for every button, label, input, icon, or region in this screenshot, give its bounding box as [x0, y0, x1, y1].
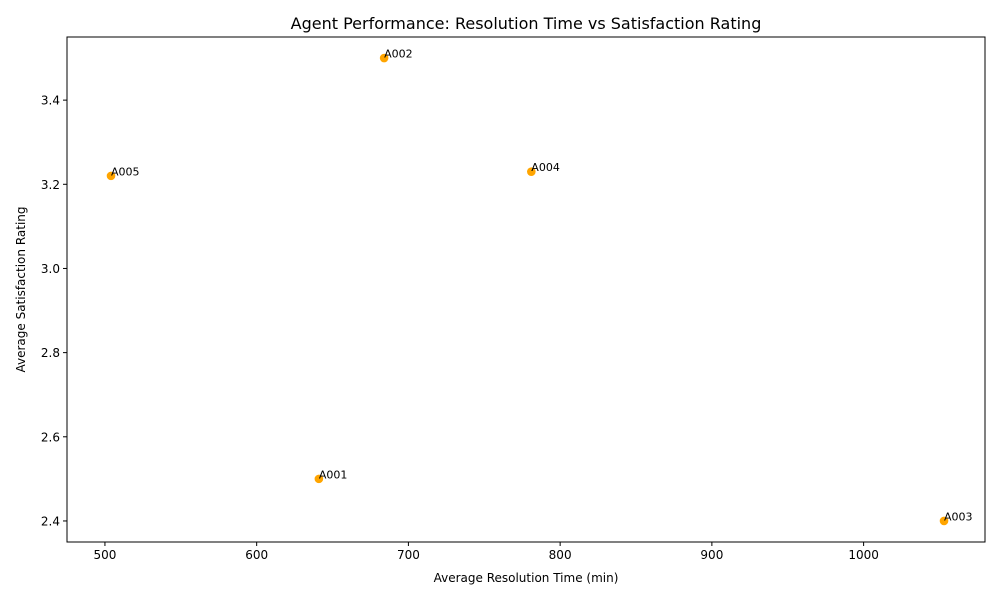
- x-tick-label: 1000: [848, 548, 879, 562]
- x-tick-label: 900: [700, 548, 723, 562]
- y-tick-label: 3.2: [41, 178, 60, 192]
- point-label-a001: A001: [319, 468, 348, 481]
- y-tick-label: 2.6: [41, 430, 60, 444]
- y-tick-label: 2.8: [41, 346, 60, 360]
- x-tick-label: 700: [397, 548, 420, 562]
- y-tick-label: 3.0: [41, 262, 60, 276]
- point-label-a003: A003: [944, 510, 973, 523]
- plot-area-frame: [66, 36, 986, 543]
- data-point-a004[interactable]: [527, 167, 536, 176]
- point-label-a005: A005: [111, 165, 140, 178]
- data-point-a002[interactable]: [379, 53, 389, 63]
- x-axis-label: Average Resolution Time (min): [434, 571, 619, 585]
- x-tick-label: 800: [549, 548, 572, 562]
- y-axis-label: Average Satisfaction Rating: [14, 206, 28, 372]
- data-points: A001 A002 A003 A004 A005: [106, 48, 973, 526]
- chart-title: Agent Performance: Resolution Time vs Sa…: [291, 14, 762, 33]
- point-label-a004: A004: [531, 161, 560, 174]
- x-axis: 500 600 700 800 900 1000: [93, 542, 879, 562]
- point-label-a002: A002: [384, 48, 413, 61]
- data-point-a001[interactable]: [314, 474, 324, 484]
- data-point-a003[interactable]: [939, 516, 949, 526]
- y-axis: 2.4 2.6 2.8 3.0 3.2 3.4: [41, 94, 67, 528]
- y-tick-label: 3.4: [41, 94, 60, 108]
- x-tick-label: 500: [93, 548, 116, 562]
- data-point-a005[interactable]: [106, 171, 116, 181]
- x-tick-label: 600: [245, 548, 268, 562]
- y-tick-label: 2.4: [41, 514, 60, 528]
